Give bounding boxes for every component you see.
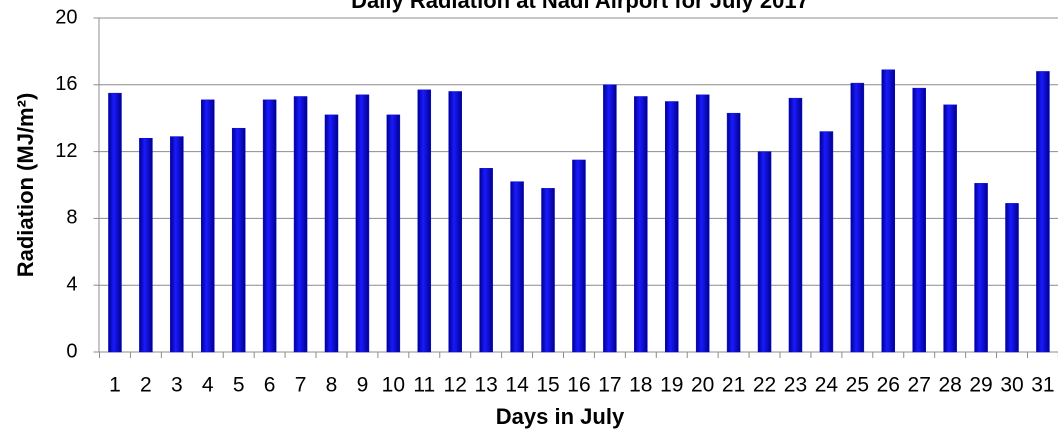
- bar: [231, 127, 246, 353]
- bar: [757, 151, 772, 353]
- x-tick-label: 16: [567, 374, 590, 397]
- bar: [139, 137, 153, 353]
- y-tick-label: 16: [55, 73, 77, 95]
- x-tick-label: 22: [753, 374, 776, 397]
- bar: [448, 91, 462, 353]
- x-tick-label: 30: [1000, 374, 1023, 397]
- bar: [726, 112, 741, 353]
- bar: [324, 114, 339, 353]
- x-tick-label: 4: [202, 374, 214, 397]
- bar: [943, 104, 957, 353]
- bar: [355, 94, 370, 353]
- bar: [262, 99, 277, 353]
- x-tick-label: 5: [233, 374, 245, 397]
- x-tick-label: 23: [784, 374, 807, 397]
- x-tick-label: 18: [629, 374, 652, 397]
- x-tick-label: 25: [846, 374, 869, 397]
- bar: [386, 114, 401, 353]
- x-tick-label: 1: [109, 374, 121, 397]
- x-tick-label: 17: [598, 374, 621, 397]
- bar: [603, 84, 617, 353]
- bar: [201, 99, 215, 353]
- bar: [634, 96, 648, 353]
- x-tick-label: 19: [660, 374, 683, 397]
- y-tick-label: 12: [55, 140, 77, 162]
- bar: [1036, 71, 1050, 353]
- x-tick-label: 12: [444, 374, 467, 397]
- x-tick-label: 28: [938, 374, 961, 397]
- bar: [881, 69, 896, 353]
- x-tick-label: 24: [815, 374, 839, 397]
- y-tick-label: 20: [55, 6, 77, 28]
- bar: [170, 136, 184, 353]
- x-tick-label: 29: [969, 374, 992, 397]
- x-tick-label: 13: [474, 374, 497, 397]
- bar: [1005, 203, 1019, 353]
- x-tick-label: 27: [908, 374, 931, 397]
- bar: [788, 97, 803, 353]
- x-tick-label: 14: [505, 374, 529, 397]
- x-tick-label: 11: [413, 374, 435, 397]
- x-tick-label: 9: [357, 374, 369, 397]
- bar: [417, 89, 432, 353]
- x-tick-label: 7: [295, 374, 307, 397]
- x-tick-label: 15: [536, 374, 559, 397]
- y-tick-label: 8: [66, 207, 77, 229]
- x-tick-label: 3: [171, 374, 183, 397]
- x-tick-label: 26: [877, 374, 900, 397]
- x-tick-label: 6: [264, 374, 276, 397]
- x-tick-label: 31: [1031, 374, 1054, 397]
- bar: [664, 101, 679, 353]
- bar: [850, 82, 865, 353]
- x-tick-label: 20: [691, 374, 714, 397]
- bar: [974, 183, 988, 353]
- bar: [695, 94, 710, 353]
- y-tick-label: 0: [66, 340, 77, 362]
- x-axis-label: Days in July: [496, 404, 625, 429]
- bar: [108, 92, 122, 353]
- x-tick-label: 21: [722, 374, 745, 397]
- x-tick-label: 2: [140, 374, 152, 397]
- bar: [541, 188, 555, 353]
- x-tick-label: 8: [326, 374, 338, 397]
- x-tick-label: 10: [382, 374, 405, 397]
- bar: [819, 131, 834, 353]
- bar: [572, 159, 586, 353]
- bar: [293, 96, 308, 353]
- y-axis-label: Radiation (MJ/m²): [13, 93, 38, 278]
- bar: [912, 87, 926, 353]
- bar: [479, 168, 493, 353]
- y-tick-label: 4: [66, 273, 77, 295]
- bar: [510, 181, 524, 353]
- chart-title: Daily Radiation at Nadi Airport for July…: [351, 0, 809, 13]
